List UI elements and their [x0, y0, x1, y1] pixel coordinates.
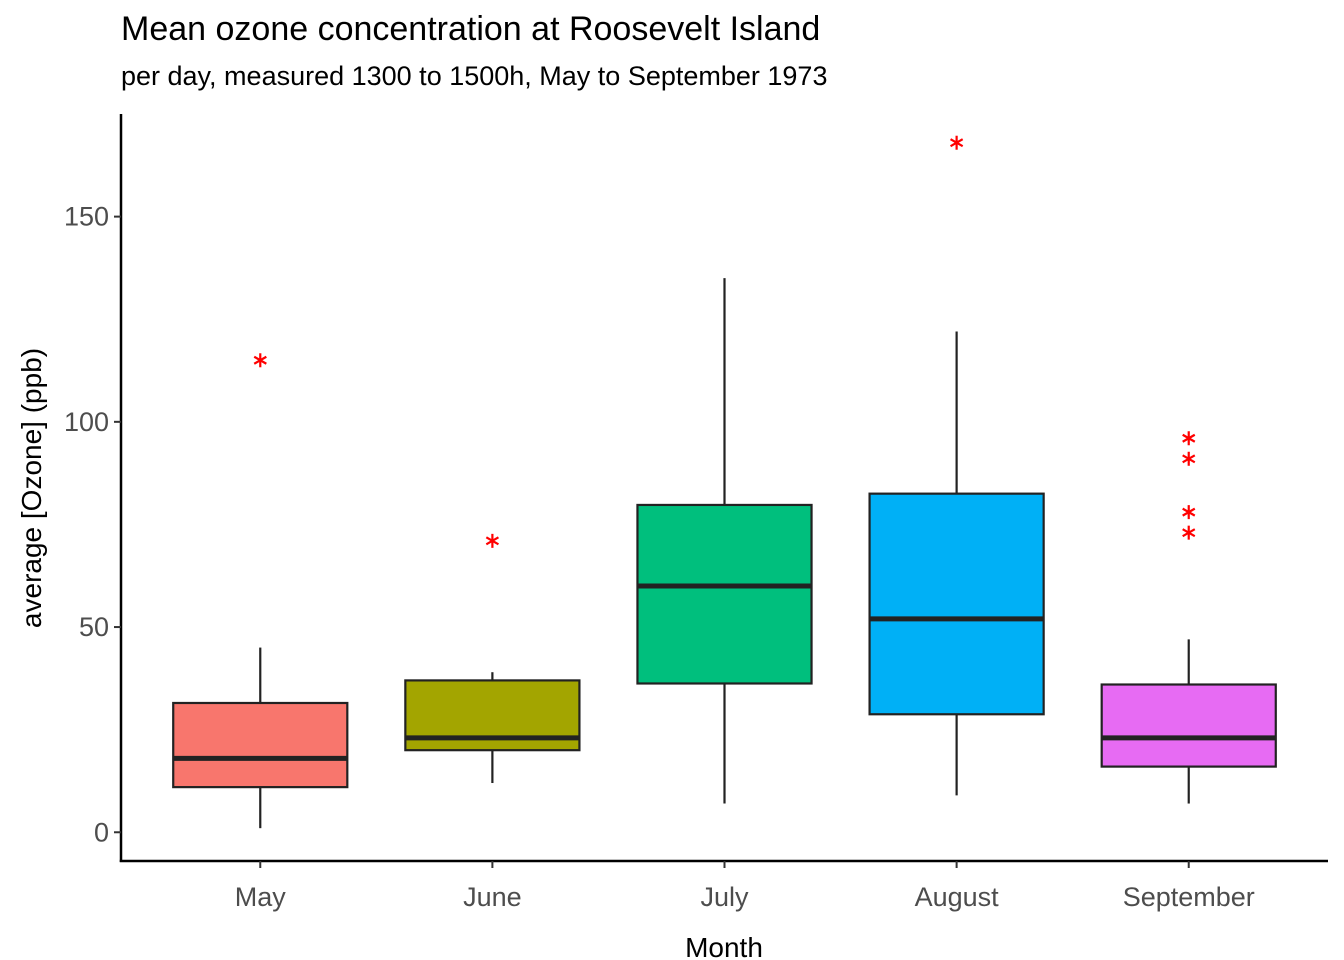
y-tick-label: 0 [94, 817, 109, 847]
x-tick-label: September [1123, 882, 1255, 912]
y-axis-title: average [Ozone] (ppb) [16, 348, 47, 628]
outlier-point [1182, 451, 1196, 466]
box-may [172, 353, 349, 829]
box-july [636, 278, 813, 804]
x-axis-ticks: May June July August September [235, 861, 1255, 912]
x-axis-title: Month [685, 932, 763, 960]
box-iqr [636, 503, 813, 685]
outlier-stroke [1182, 454, 1196, 464]
outlier-stroke [1182, 507, 1196, 517]
box-iqr [1100, 683, 1277, 768]
outlier-point [950, 135, 964, 150]
y-axis-ticks: 0 50 100 150 [64, 202, 121, 847]
outlier-point [1182, 431, 1196, 446]
y-tick-label: 100 [64, 407, 109, 437]
box-iqr [868, 492, 1045, 716]
chart-subtitle: per day, measured 1300 to 1500h, May to … [121, 61, 828, 91]
x-tick-label: June [463, 882, 522, 912]
box-august [868, 135, 1045, 796]
boxes [172, 135, 1277, 829]
outlier-stroke [253, 355, 267, 365]
outlier-point [1182, 505, 1196, 520]
box-iqr [172, 701, 349, 789]
outlier-point [1182, 525, 1196, 540]
x-tick-label: August [915, 882, 1000, 912]
x-tick-label: May [235, 882, 287, 912]
outlier-stroke [1182, 433, 1196, 443]
outlier-stroke [485, 536, 499, 546]
box-september [1100, 431, 1277, 804]
chart-title: Mean ozone concentration at Roosevelt Is… [121, 10, 821, 48]
box-june [404, 533, 581, 784]
outlier-point [253, 353, 267, 368]
y-tick-label: 50 [79, 612, 109, 642]
y-tick-label: 150 [64, 202, 109, 232]
x-tick-label: July [700, 882, 749, 912]
outlier-stroke [950, 138, 964, 148]
outlier-point [485, 533, 499, 548]
outlier-stroke [1182, 528, 1196, 538]
